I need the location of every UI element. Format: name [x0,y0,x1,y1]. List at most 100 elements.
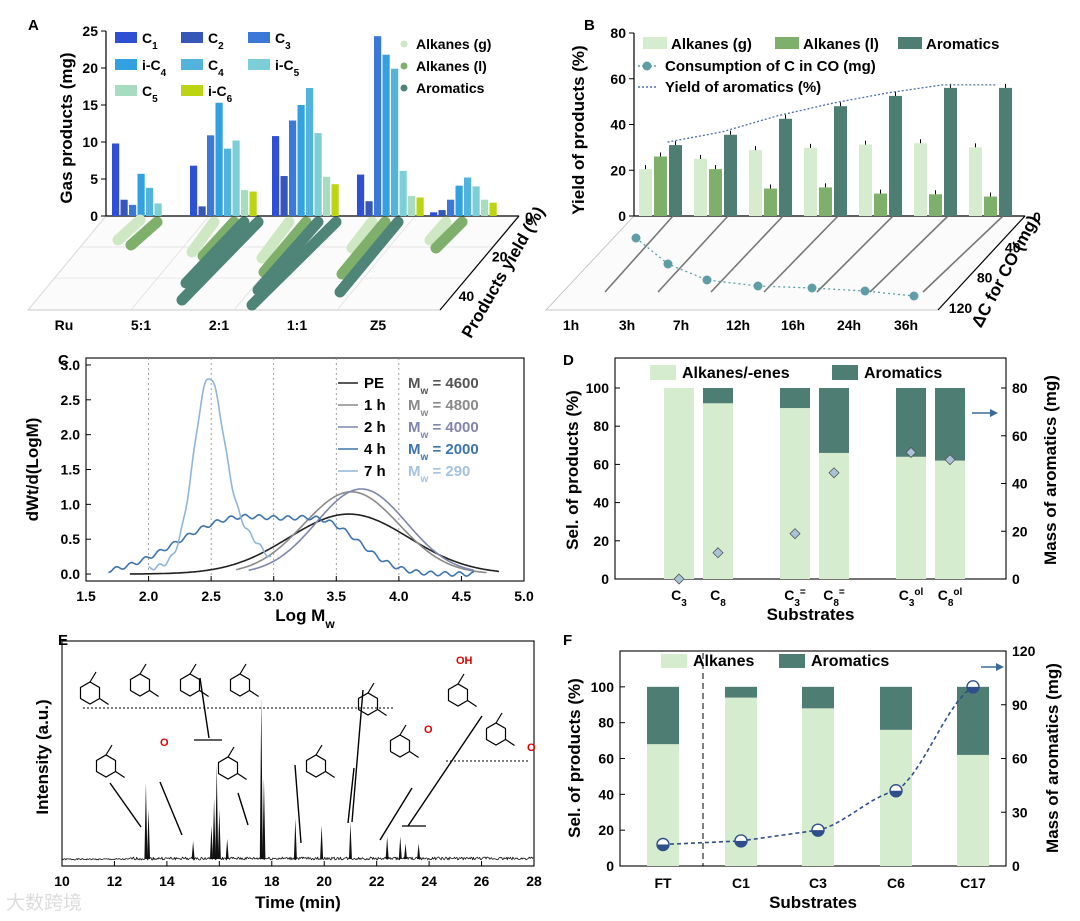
x-tick-label: 26 [474,873,490,889]
label-part: M [408,419,421,436]
y-tick-label: 25 [82,23,98,39]
molecule-icon [389,734,411,758]
bar-alkanes [880,729,912,866]
bar-Alkanes (l) [874,193,887,216]
panel-letter: F [563,632,572,649]
molecule-icon [129,673,151,697]
legend-swatch [661,654,687,668]
legend-label: 7 h [364,463,386,480]
panel-letter: A [28,17,39,34]
label-part: C [275,30,285,46]
legend-swatch [898,37,922,49]
chromatogram-peak [259,697,263,859]
legend-swatch [115,32,137,43]
y-tick-label: 0 [618,208,626,224]
molecule-bond [399,724,407,736]
molecule-bond [89,671,97,683]
x-tick-label: C3 [809,875,827,891]
y-tick-label: 2.0 [61,427,81,443]
bar-aromatics [802,686,834,709]
legend-label: Aromatics [811,653,889,670]
chromatogram-peak [293,818,297,859]
series-line-7 h [148,378,272,571]
label-part: 2 [218,41,224,52]
bar-C5 [481,199,489,216]
legend-marker [400,40,408,48]
yield-tube [256,216,295,264]
legend-label: i-C4 [142,57,167,79]
y-tick-label: 60 [593,456,609,472]
consumption-point [909,291,919,301]
y-tick-label: 0.0 [61,566,81,582]
x-tick-label: 12 [107,873,123,889]
molecule-icon [357,692,379,716]
x-tick-label: 3h [619,317,635,333]
label-part: 1 [152,41,158,52]
bar-aromatics [935,388,965,461]
chromatogram-peak [262,778,266,859]
series-line-2 h [248,488,475,572]
bar-i-C5 [399,170,407,216]
molecule-bond [149,690,159,697]
molecule-bond [105,744,113,756]
legend-swatch [181,32,203,43]
y-tick-label: 80 [610,25,626,41]
legend-label: Yield of aromatics (%) [665,79,821,96]
yield-tube [334,216,404,298]
x-tick-label: C17 [960,875,986,891]
annotation-arrow [109,782,142,828]
y-tick-label: 0.5 [61,531,81,547]
y2-tick-label: 40 [1012,476,1028,492]
z-axis [439,215,520,311]
label-part: i-C [142,57,161,73]
mass-marker-fill [735,840,747,847]
label-part: = 2000 [428,441,478,458]
x-tick-label: C3= [784,587,806,609]
y-tick-label: 20 [593,533,609,549]
bar-C3 [374,36,382,217]
label-part: C [899,587,909,603]
molecule-bond [505,739,515,746]
x-tick-label: C8ol [938,587,963,609]
chromatogram-peak [144,782,148,859]
y-tick-label: 20 [82,60,98,76]
bar-C4 [391,68,399,217]
x-tick-label: Z5 [370,317,387,333]
series-line-PE [129,513,500,575]
consumption-point [663,259,673,269]
x-tick-label: C3 [671,587,687,609]
bar-i-C6 [249,191,257,216]
chromatogram-peak [212,798,216,859]
z-tick-label: 0 [525,209,533,225]
bar-aromatics [703,388,733,404]
x-tick-label: 3.0 [264,588,284,604]
watermark: 大数跨境 [6,892,83,914]
yield-tube [346,216,378,254]
bar-i-C5 [154,203,162,216]
chromatogram-peak [217,809,221,859]
label-part: 6 [227,94,233,105]
molecule-bond [227,746,235,758]
molecule-icon [229,673,251,697]
bar-C1 [272,136,280,216]
molecule-bond [367,682,375,694]
y-tick-label: 20 [598,822,614,838]
y-tick-label: 60 [598,751,614,767]
y-tick-label: 0 [601,571,609,587]
legend-label: C3 [275,30,291,52]
bar-Alkanes (l) [764,188,777,216]
legend-label: 4 h [364,441,386,458]
chromatogram-peak [191,841,195,859]
y-tick-label: 40 [593,495,609,511]
legend-label: Consumption of C in CO (mg) [665,58,876,75]
floor-stick [922,215,1004,293]
molecule-bond [249,690,259,697]
bar-alkanes [896,456,926,579]
x-tick-label: 1h [563,317,579,333]
legend-mw: Mw = 4600 [408,375,479,397]
label-part: 3 [909,598,915,609]
y2-tick-label: 90 [1012,697,1028,713]
bar-i-C5 [232,140,240,216]
bar-i-C6 [331,184,339,216]
yield-tube [197,216,240,262]
